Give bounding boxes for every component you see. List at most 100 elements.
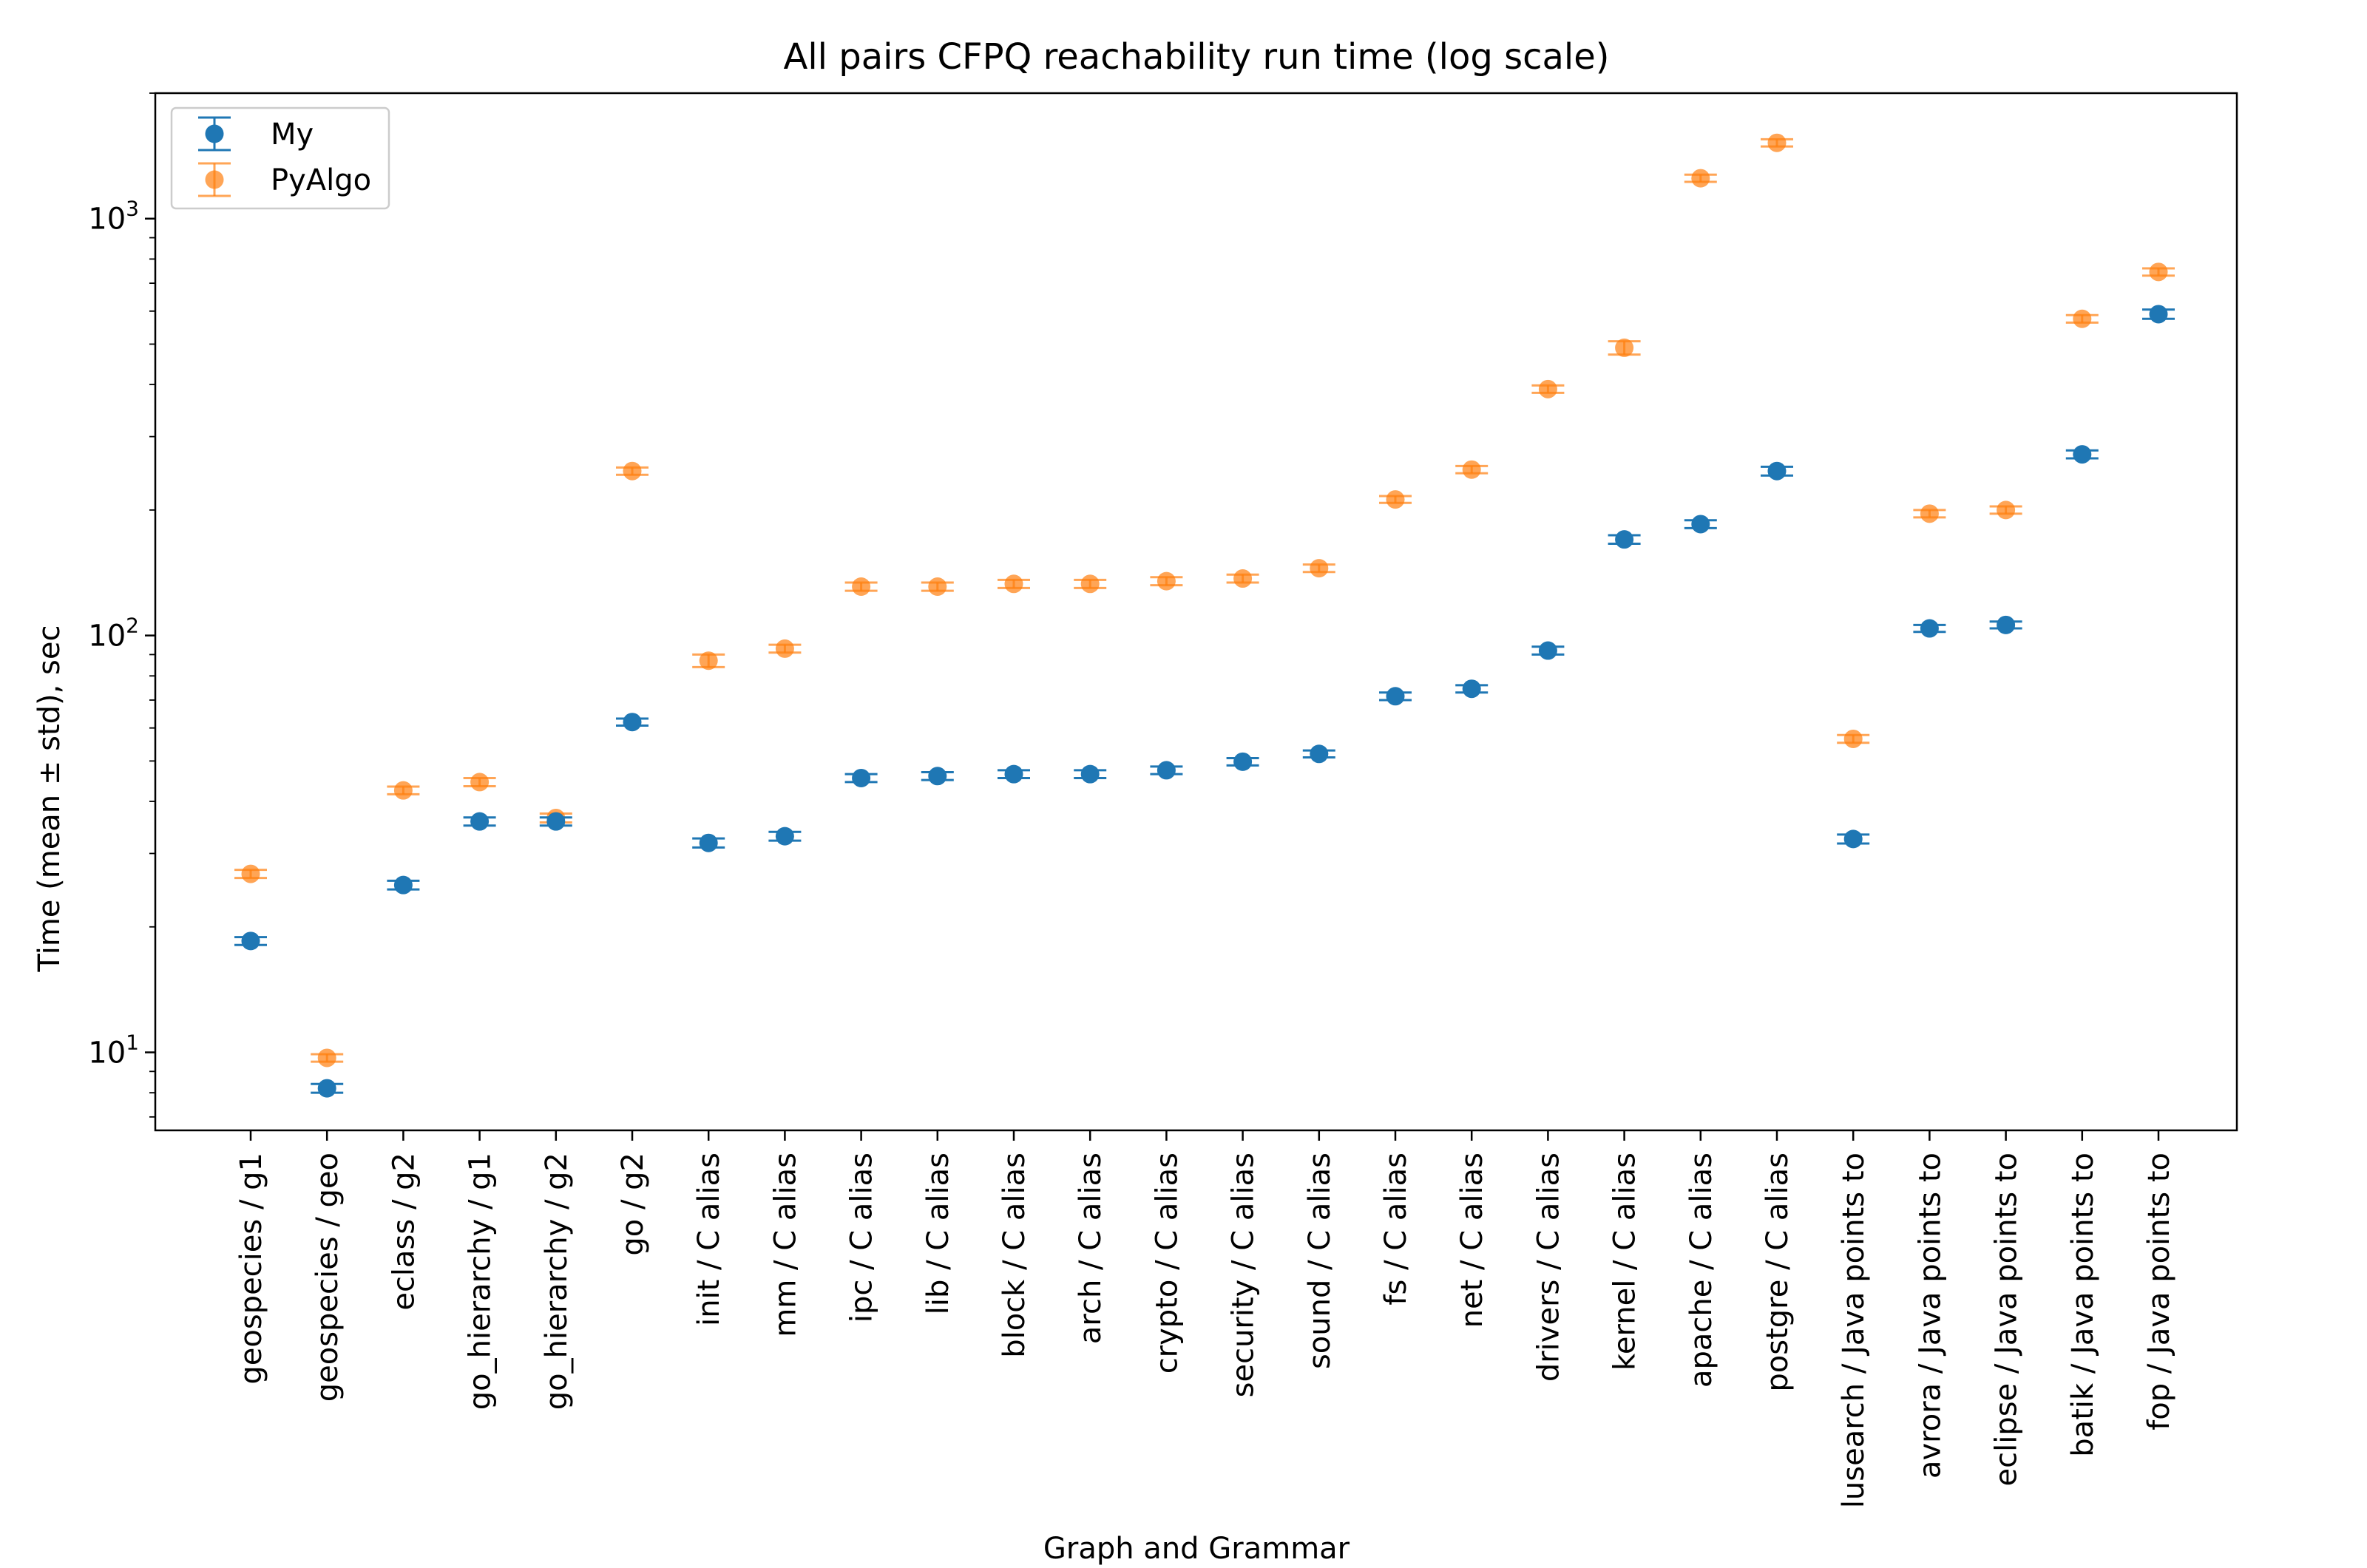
data-point-pyalgo xyxy=(1920,504,1939,523)
x-tick-label: go_hierarchy / g1 xyxy=(464,1153,498,1410)
data-point-pyalgo xyxy=(1997,500,2016,520)
data-point-pyalgo xyxy=(1157,571,1176,591)
data-point-pyalgo xyxy=(1691,169,1710,188)
x-tick-label: security / C alias xyxy=(1227,1153,1261,1397)
data-point-my xyxy=(1691,515,1710,534)
data-point-my xyxy=(546,812,566,831)
x-tick-label: lusearch / Java points to xyxy=(1837,1153,1871,1508)
data-point-pyalgo xyxy=(1080,574,1100,594)
data-point-my xyxy=(775,827,794,846)
data-point-my xyxy=(623,713,642,732)
data-point-my xyxy=(2073,445,2092,464)
y-tick-label: 101 xyxy=(88,1031,139,1070)
x-tick-label: geospecies / geo xyxy=(311,1153,345,1402)
data-point-my xyxy=(1462,679,1481,699)
legend: My PyAlgo xyxy=(170,106,390,210)
y-tick-label-exponent: 3 xyxy=(126,197,139,221)
data-point-my xyxy=(1997,615,2016,634)
y-tick-label: 102 xyxy=(88,614,139,654)
x-tick-label: lib / C alias xyxy=(921,1153,955,1314)
x-tick-label: apache / C alias xyxy=(1684,1153,1718,1388)
x-tick-label: kernel / C alias xyxy=(1608,1153,1642,1371)
data-point-pyalgo xyxy=(241,864,260,883)
series-pyalgo xyxy=(234,133,2175,1068)
data-point-pyalgo xyxy=(1615,338,1634,357)
x-tick-label: init / C alias xyxy=(692,1153,726,1326)
series-my xyxy=(234,305,2175,1098)
data-point-pyalgo xyxy=(2073,309,2092,328)
x-tick-label: geospecies / g1 xyxy=(234,1153,268,1385)
data-point-pyalgo xyxy=(852,577,871,596)
data-point-my xyxy=(470,812,490,831)
x-tick-label: eclipse / Java points to xyxy=(1990,1153,2024,1487)
x-tick-label: go / g2 xyxy=(616,1153,650,1256)
x-tick-label: net / C alias xyxy=(1455,1153,1489,1328)
data-point-pyalgo xyxy=(2149,262,2168,282)
legend-frame xyxy=(170,106,390,210)
data-point-my xyxy=(1386,687,1405,706)
data-point-pyalgo xyxy=(1767,133,1787,152)
x-tick-label: mm / C alias xyxy=(768,1153,802,1337)
y-tick-label-exponent: 1 xyxy=(126,1031,139,1055)
x-tick-label: drivers / C alias xyxy=(1531,1153,1565,1382)
data-point-my xyxy=(852,768,871,787)
x-tick-label: eclass / g2 xyxy=(387,1153,421,1311)
chart-title: All pairs CFPQ reachability run time (lo… xyxy=(783,36,1609,78)
data-point-my xyxy=(1767,461,1787,481)
data-point-pyalgo xyxy=(1843,729,1863,748)
data-point-pyalgo xyxy=(393,781,413,800)
data-point-pyalgo xyxy=(470,773,490,792)
data-point-my xyxy=(1615,530,1634,549)
data-point-my xyxy=(1843,829,1863,849)
x-tick-label: avrora / Java points to xyxy=(1913,1153,1947,1479)
x-tick-label: go_hierarchy / g2 xyxy=(540,1153,574,1410)
x-tick-label: arch / C alias xyxy=(1074,1153,1108,1344)
data-point-pyalgo xyxy=(1310,559,1329,578)
data-point-pyalgo xyxy=(1233,569,1253,588)
data-point-pyalgo xyxy=(317,1048,336,1068)
data-point-my xyxy=(1538,641,1557,660)
data-point-my xyxy=(1920,619,1939,638)
x-axis-label: Graph and Grammar xyxy=(1043,1532,1350,1566)
x-tick-label: block / C alias xyxy=(998,1153,1032,1358)
data-point-pyalgo xyxy=(699,651,718,671)
data-point-my xyxy=(2149,305,2168,324)
data-point-pyalgo xyxy=(928,577,947,596)
data-point-my xyxy=(1233,752,1253,771)
data-point-pyalgo xyxy=(623,461,642,481)
y-tick-label-exponent: 2 xyxy=(126,614,139,638)
y-axis-label: Time (mean ± std), sec xyxy=(33,625,67,973)
data-point-pyalgo xyxy=(1462,460,1481,479)
y-tick-label-base: 10 xyxy=(88,1036,126,1070)
data-point-my xyxy=(1004,764,1023,784)
x-tick-label: batik / Java points to xyxy=(2066,1153,2100,1457)
x-tick-label: fop / Java points to xyxy=(2142,1153,2176,1430)
data-point-my xyxy=(699,833,718,852)
data-point-pyalgo xyxy=(1004,574,1023,594)
x-tick-label: fs / C alias xyxy=(1379,1153,1413,1306)
data-point-my xyxy=(928,767,947,786)
data-point-my xyxy=(317,1079,336,1098)
data-point-my xyxy=(241,931,260,951)
data-point-my xyxy=(1080,764,1100,784)
x-tick-label: postgre / C alias xyxy=(1761,1153,1795,1392)
data-point-pyalgo xyxy=(1386,490,1405,509)
legend-marker-pyalgo xyxy=(205,170,224,189)
data-point-pyalgo xyxy=(1538,379,1557,398)
y-tick-label: 103 xyxy=(88,197,139,237)
y-tick-label-base: 10 xyxy=(88,620,126,654)
data-point-my xyxy=(393,875,413,895)
x-tick-label: sound / C alias xyxy=(1303,1153,1337,1369)
data-point-pyalgo xyxy=(775,639,794,658)
legend-marker-my xyxy=(205,124,224,143)
x-tick-label: ipc / C alias xyxy=(845,1153,879,1323)
data-point-my xyxy=(1310,744,1329,764)
legend-label-my: My xyxy=(271,118,314,152)
x-tick-label: crypto / C alias xyxy=(1150,1153,1184,1374)
y-tick-label-base: 10 xyxy=(88,203,126,237)
plot-frame xyxy=(154,92,2238,1132)
data-point-my xyxy=(1157,761,1176,780)
